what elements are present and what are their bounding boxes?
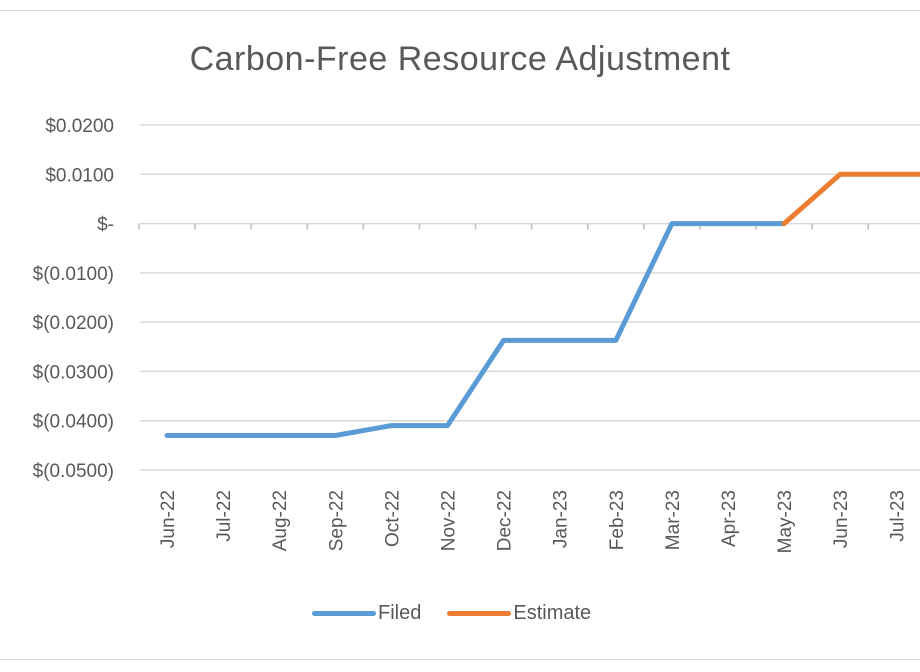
chart-plot: $0.0200 $0.0100 $- $(0.0100) $(0.0200) $(0.03… bbox=[33, 116, 920, 553]
legend-swatch-filed bbox=[312, 611, 376, 616]
chart-frame bbox=[0, 10, 920, 660]
y-tick-label: $(0.0300) bbox=[33, 362, 114, 383]
x-tick-label: Jul-23 bbox=[887, 490, 908, 542]
x-tick-label: Jul-22 bbox=[214, 490, 235, 542]
x-tick-label: Apr-23 bbox=[719, 490, 740, 547]
x-tick-label: Aug-22 bbox=[270, 490, 291, 551]
x-tick-label: Dec-22 bbox=[495, 490, 516, 551]
y-tick-label: $- bbox=[97, 215, 114, 236]
legend-label-filed: Filed bbox=[378, 602, 422, 624]
legend: Filed Estimate bbox=[312, 602, 591, 625]
x-tick-label: Sep-22 bbox=[326, 490, 347, 551]
series-line-filed bbox=[164, 221, 787, 438]
x-tick-label: Jan-23 bbox=[551, 490, 572, 548]
y-tick-label: $(0.0100) bbox=[33, 264, 114, 285]
x-tick-label: Nov-22 bbox=[439, 490, 460, 551]
y-axis: $0.0200 $0.0100 $- $(0.0100) $(0.0200) $(0.03… bbox=[33, 116, 114, 482]
legend-item-filed: Filed bbox=[312, 602, 421, 625]
legend-label-estimate: Estimate bbox=[513, 602, 592, 624]
x-tick-label: Oct-22 bbox=[382, 490, 403, 547]
x-tick-label: Feb-23 bbox=[607, 490, 628, 550]
y-tick-label: $(0.0500) bbox=[33, 461, 114, 482]
x-axis: Jun-22 Jul-22 Aug-22 Sep-22 Oct-22 Nov-22 Dec-… bbox=[138, 222, 920, 553]
x-tick-label: May-23 bbox=[775, 490, 796, 553]
chart-title: Carbon-Free Resource Adjustment bbox=[189, 40, 731, 78]
legend-item-estimate: Estimate bbox=[447, 602, 591, 625]
x-tick-label: Jun-23 bbox=[831, 490, 852, 548]
gridlines bbox=[140, 124, 920, 471]
y-tick-label: $0.0200 bbox=[45, 116, 114, 137]
y-tick-label: $(0.0400) bbox=[33, 412, 114, 433]
x-tick-label: Mar-23 bbox=[663, 490, 684, 550]
y-tick-label: $(0.0200) bbox=[33, 313, 114, 334]
y-tick-label: $0.0100 bbox=[45, 165, 114, 186]
legend-swatch-estimate bbox=[447, 611, 512, 616]
x-tick-label: Jun-22 bbox=[158, 490, 179, 548]
series-line-estimate bbox=[781, 171, 920, 227]
series-lines bbox=[164, 171, 920, 438]
